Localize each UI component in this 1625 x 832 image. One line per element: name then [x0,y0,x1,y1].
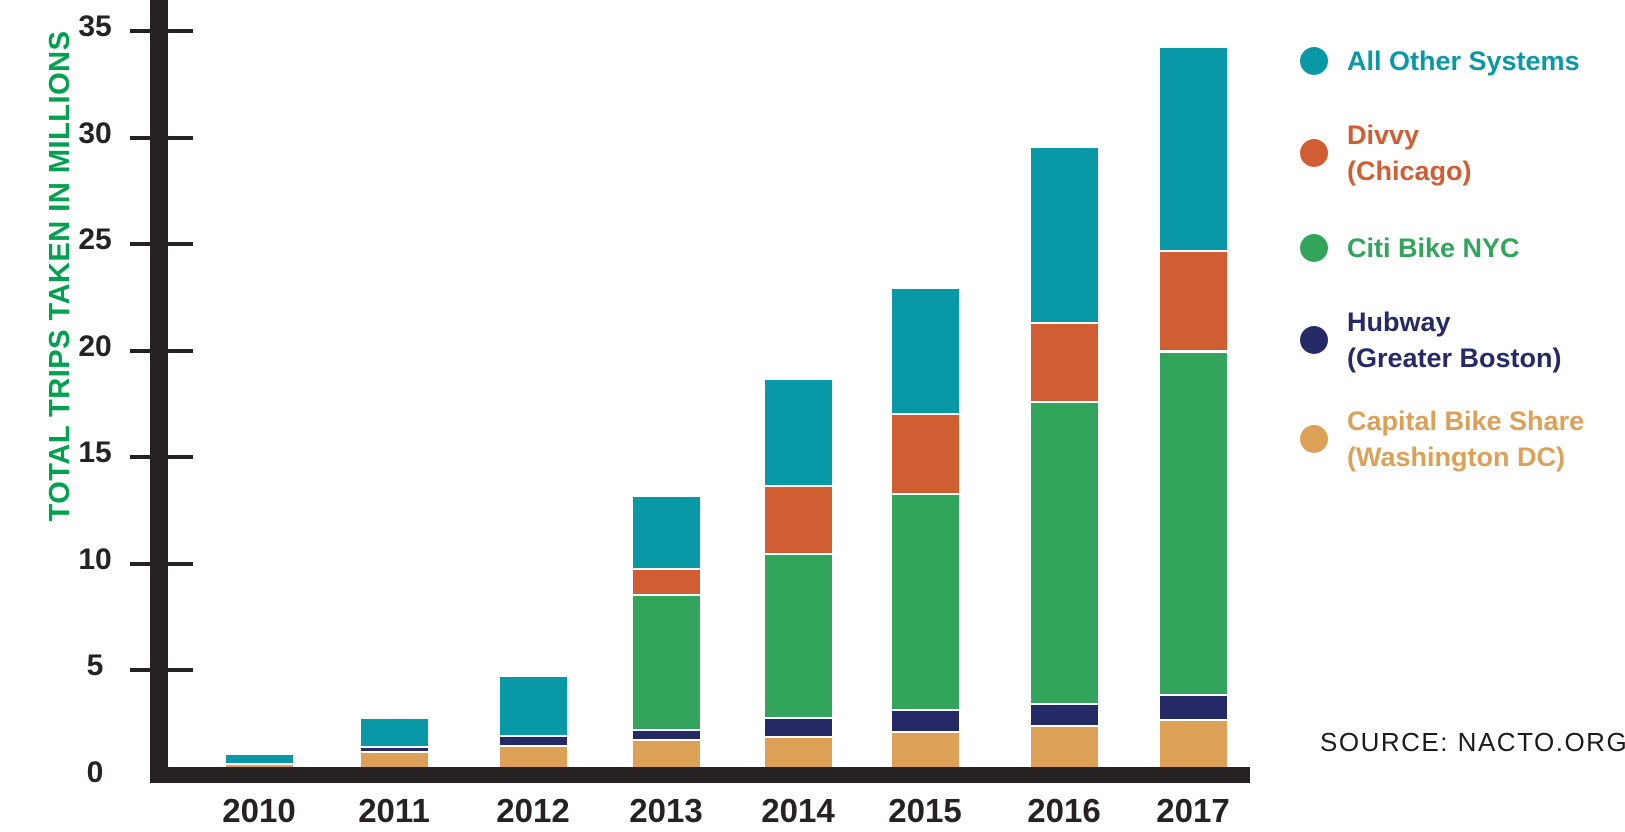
bar-segment-2017 [1159,718,1227,777]
bar-segment-2010 [225,753,293,763]
x-axis-line [150,767,1250,783]
legend-label-divvy: Divvy (Chicago) [1347,120,1472,186]
x-axis-label-2014: 2014 [761,792,835,829]
bar-segment-2011 [360,745,428,751]
bar-segment-2017 [1159,250,1227,351]
legend-dot-capital-bike-share [1300,425,1328,453]
bar-segment-2012 [499,734,567,745]
y-tick-label: 25 [78,223,112,256]
y-axis-title: TOTAL TRIPS TAKEN IN MILLIONS [44,30,76,522]
bar-segment-2017 [1159,694,1227,719]
bar-segment-2013 [632,567,700,595]
x-axis-label-2017: 2017 [1156,792,1230,829]
x-axis-label-2012: 2012 [496,792,570,829]
legend-label-citi-bike-nyc: Citi Bike NYC [1347,233,1520,263]
bar-segment-2014 [764,716,832,737]
bar-segment-2013 [632,728,700,740]
x-axis-label-2010: 2010 [222,792,296,829]
legend-item-hubway: Hubway (Greater Boston) [1300,304,1562,376]
bar-segment-2015 [891,413,959,494]
bar-segment-2013 [632,594,700,729]
bar-segment-2017 [1159,350,1227,695]
x-axis-label-2015: 2015 [888,792,962,829]
y-axis-line [150,0,168,783]
bar-segment-2011 [360,716,428,746]
y-tick-label: 30 [78,116,112,150]
x-axis-label-2013: 2013 [629,792,703,829]
bar-segment-2014 [764,552,832,717]
bar-segment-2015 [891,493,959,710]
legend-item-all-other-systems: All Other Systems [1300,43,1580,79]
legend-dot-hubway [1300,326,1328,354]
bar-segment-2016 [1030,146,1098,322]
bar-segment-2016 [1030,321,1098,401]
legend-label-capital-bike-share: Capital Bike Share (Washington DC) [1347,406,1585,472]
bar-segment-2016 [1030,400,1098,703]
legend-label-hubway: Hubway (Greater Boston) [1347,307,1562,373]
legend-label-all-other-systems: All Other Systems [1347,46,1580,76]
legend-item-citi-bike-nyc: Citi Bike NYC [1300,230,1520,266]
bar-segment-2015 [891,286,959,414]
x-axis-label-2011: 2011 [358,792,430,829]
legend-dot-all-other-systems [1300,47,1328,75]
bar-segment-2017 [1159,45,1227,251]
y-tick-label: 15 [78,436,112,469]
y-tick-label: 10 [78,542,112,576]
y-tick-label: 20 [78,329,112,363]
bar-segment-2014 [764,484,832,553]
legend-dot-divvy [1300,139,1328,167]
legend-item-divvy: Divvy (Chicago) [1300,117,1472,189]
y-tick-label: 35 [78,10,112,43]
y-tick-label: 0 [86,755,104,789]
bar-segment-2012 [499,675,567,735]
bar-segment-2016 [1030,703,1098,726]
source-note: SOURCE: NACTO.ORG [1320,727,1625,757]
y-tick-label: 5 [86,649,104,682]
bar-segment-2013 [632,495,700,568]
legend-dot-citi-bike-nyc [1300,234,1328,262]
bar-segment-2015 [891,709,959,731]
legend-item-capital-bike-share: Capital Bike Share (Washington DC) [1300,403,1584,475]
x-axis-label-2016: 2016 [1027,792,1101,829]
bar-segment-2014 [764,378,832,485]
